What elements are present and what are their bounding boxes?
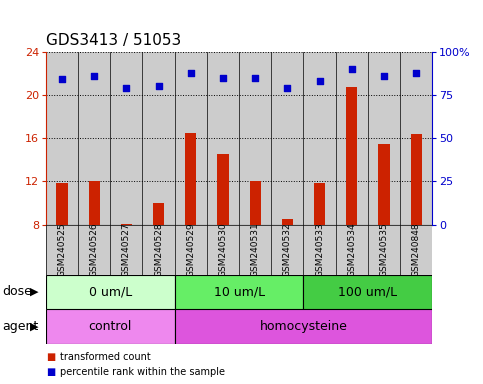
Bar (207, 225, 239, 275)
Point (412, 70, 420, 76)
Text: control: control (88, 320, 132, 333)
Bar (207, 52, 239, 225)
Bar (110, 52, 142, 225)
Text: GSM240527: GSM240527 (122, 222, 131, 277)
Text: 100 um/L: 100 um/L (338, 285, 398, 298)
Text: ▶: ▶ (29, 321, 38, 331)
Bar (368, 225, 400, 275)
Point (155, 83, 162, 89)
Point (284, 85, 291, 91)
Bar (314, 182, 325, 225)
Bar (303, 52, 336, 225)
Text: percentile rank within the sample: percentile rank within the sample (60, 367, 226, 377)
Bar (153, 203, 164, 225)
Bar (303, 225, 336, 275)
Point (348, 66, 355, 72)
Bar (282, 219, 293, 225)
Bar (368, 52, 400, 225)
Bar (46, 52, 78, 225)
Text: GSM240535: GSM240535 (380, 222, 388, 277)
Text: GSM240530: GSM240530 (218, 222, 227, 277)
Bar (175, 309, 432, 344)
Point (316, 78, 324, 84)
Text: GSM240533: GSM240533 (315, 222, 324, 277)
Text: GSM240528: GSM240528 (154, 222, 163, 277)
Bar (142, 225, 175, 275)
Bar (303, 275, 432, 309)
Bar (400, 225, 432, 275)
Text: GSM240529: GSM240529 (186, 222, 195, 277)
Text: GSM240531: GSM240531 (251, 222, 260, 277)
Text: GSM240532: GSM240532 (283, 222, 292, 277)
Text: dose: dose (2, 285, 32, 298)
Bar (175, 225, 207, 275)
Bar (175, 275, 303, 309)
Bar (175, 52, 207, 225)
Bar (346, 88, 357, 225)
Bar (411, 134, 422, 225)
Bar (46, 275, 175, 309)
Point (187, 70, 195, 76)
Bar (57, 182, 68, 225)
Bar (88, 182, 100, 225)
Point (90, 73, 98, 79)
Bar (78, 52, 110, 225)
Bar (378, 144, 390, 225)
Bar (336, 52, 368, 225)
Text: agent: agent (2, 320, 39, 333)
Text: GSM240534: GSM240534 (347, 222, 356, 277)
Text: GSM240848: GSM240848 (412, 222, 421, 277)
Text: ■: ■ (46, 352, 55, 362)
Text: GSM240525: GSM240525 (57, 222, 67, 277)
Bar (78, 225, 110, 275)
Bar (46, 225, 78, 275)
Bar (110, 225, 142, 275)
Text: GDS3413 / 51053: GDS3413 / 51053 (46, 33, 181, 48)
Bar (142, 52, 175, 225)
Bar (185, 133, 197, 225)
Bar (239, 52, 271, 225)
Text: 0 um/L: 0 um/L (89, 285, 132, 298)
Text: 10 um/L: 10 um/L (213, 285, 265, 298)
Point (380, 73, 388, 79)
Bar (271, 52, 303, 225)
Bar (121, 223, 132, 225)
Bar (400, 52, 432, 225)
Bar (217, 154, 228, 225)
Text: transformed count: transformed count (60, 352, 151, 362)
Text: GSM240526: GSM240526 (90, 222, 99, 277)
Text: ■: ■ (46, 367, 55, 377)
Bar (239, 225, 271, 275)
Point (58, 76, 66, 83)
Text: homocysteine: homocysteine (259, 320, 347, 333)
Point (219, 74, 227, 81)
Bar (336, 225, 368, 275)
Point (251, 74, 259, 81)
Bar (250, 182, 261, 225)
Point (123, 85, 130, 91)
Bar (271, 225, 303, 275)
Bar (46, 309, 175, 344)
Text: ▶: ▶ (29, 287, 38, 297)
